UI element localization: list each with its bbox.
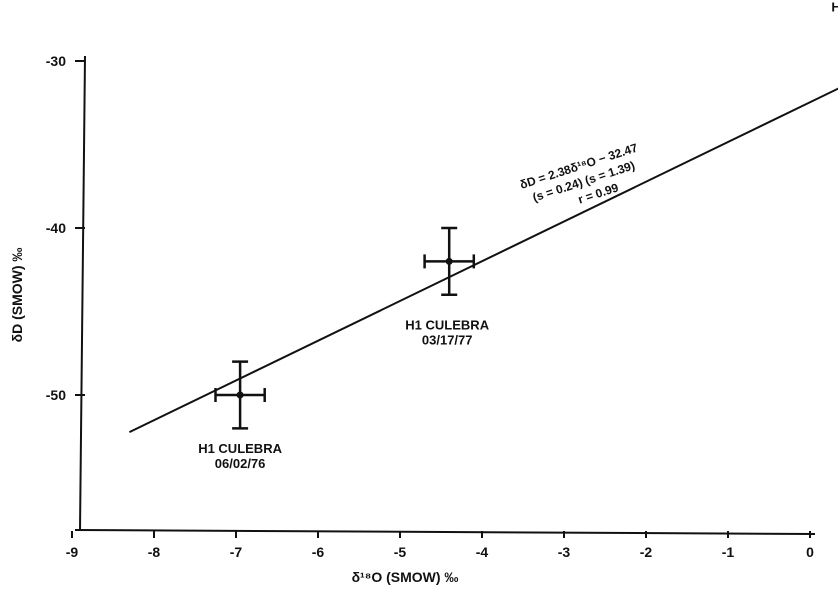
x-tick-label: -7 (230, 544, 243, 560)
y-axis-title: δD (SMOW) ‰ (9, 248, 25, 343)
point-label: H1 RUSTLER/SALADO (831, 0, 838, 15)
x-tick-label: -9 (66, 544, 79, 560)
point-date: 03/17/77 (422, 332, 473, 347)
regression-equation: δD = 2.38δ¹⁸O − 32.47 (s = 0.24) (s = 1.… (518, 140, 640, 206)
axes (74, 55, 816, 535)
x-tick-label: -5 (394, 544, 407, 560)
x-axis-title: δ¹⁸O (SMOW) ‰ (352, 569, 459, 585)
y-axis-line (79, 55, 86, 531)
x-tick-label: -3 (558, 544, 571, 560)
x-tick-label: 0 (806, 544, 814, 560)
regression-line (128, 87, 838, 434)
data-point-group: H1 RUSTLER/SALADO02/23/77 (831, 0, 838, 15)
fit-line-group (128, 87, 838, 434)
y-tick-label: -40 (46, 220, 66, 236)
x-tick-label: -6 (312, 544, 325, 560)
x-ticks: -9-8-7-6-5-4-3-2-10+1+2 (66, 531, 814, 560)
x-axis-line (74, 529, 816, 535)
x-tick-label: -1 (722, 544, 735, 560)
y-tick-label: -50 (46, 387, 66, 403)
x-tick-label: -8 (148, 544, 161, 560)
point-label: H1 CULEBRA (198, 441, 282, 456)
data-point (236, 391, 244, 399)
x-tick-label: -4 (476, 544, 489, 560)
y-tick-label: -30 (46, 53, 66, 69)
point-date: 06/02/76 (215, 456, 266, 471)
y-ticks: -30 -40 -50 (46, 53, 85, 403)
point-label: H1 CULEBRA (405, 317, 489, 332)
data-point (445, 257, 453, 265)
x-tick-label: -2 (640, 544, 653, 560)
